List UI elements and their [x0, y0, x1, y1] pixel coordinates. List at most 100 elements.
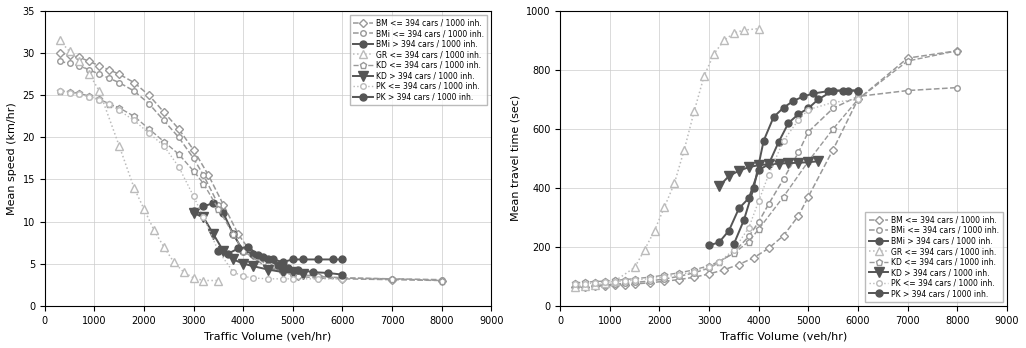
BMi > 394 cars / 1000 inh. — [197, 204, 209, 208]
GR <= 394 cars / 1000 inh. — [638, 248, 650, 252]
PK <= 394 cars / 1000 inh. — [337, 277, 349, 281]
PK <= 394 cars / 1000 inh. — [73, 92, 85, 96]
BMi <= 394 cars / 1000 inh. — [673, 274, 685, 278]
BMi <= 394 cars / 1000 inh. — [158, 118, 170, 122]
PK <= 394 cars / 1000 inh. — [827, 100, 839, 104]
GR <= 394 cars / 1000 inh. — [73, 60, 85, 64]
KD > 394 cars / 1000 inh. — [752, 163, 764, 167]
BM <= 394 cars / 1000 inh. — [202, 173, 214, 177]
X-axis label: Traffic Volume (veh/hr): Traffic Volume (veh/hr) — [204, 331, 331, 341]
BMi > 394 cars / 1000 inh. — [743, 196, 755, 200]
BM <= 394 cars / 1000 inh. — [435, 278, 447, 283]
KD <= 394 cars / 1000 inh. — [569, 281, 582, 285]
BMi <= 394 cars / 1000 inh. — [713, 260, 725, 264]
BM <= 394 cars / 1000 inh. — [579, 285, 591, 289]
KD <= 394 cars / 1000 inh. — [703, 263, 715, 268]
BM <= 394 cars / 1000 inh. — [93, 64, 106, 68]
PK <= 394 cars / 1000 inh. — [277, 277, 289, 281]
KD > 394 cars / 1000 inh. — [227, 258, 239, 262]
BM <= 394 cars / 1000 inh. — [802, 195, 815, 199]
KD <= 394 cars / 1000 inh. — [629, 277, 641, 281]
GR <= 394 cars / 1000 inh. — [668, 181, 680, 185]
KD <= 394 cars / 1000 inh. — [951, 49, 963, 53]
Legend: BM <= 394 cars / 1000 inh., BMi <= 394 cars / 1000 inh., BMi > 394 cars / 1000 i: BM <= 394 cars / 1000 inh., BMi <= 394 c… — [350, 15, 487, 105]
GR <= 394 cars / 1000 inh. — [727, 31, 740, 35]
GR <= 394 cars / 1000 inh. — [718, 38, 731, 42]
PK > 394 cars / 1000 inh. — [778, 105, 790, 110]
Line: PK > 394 cars / 1000 inh.: PK > 394 cars / 1000 inh. — [731, 87, 862, 247]
BMi <= 394 cars / 1000 inh. — [53, 60, 66, 64]
BM <= 394 cars / 1000 inh. — [188, 148, 200, 152]
PK <= 394 cars / 1000 inh. — [172, 165, 185, 169]
KD > 394 cars / 1000 inh. — [277, 270, 289, 274]
BMi > 394 cars / 1000 inh. — [752, 168, 764, 172]
BM <= 394 cars / 1000 inh. — [703, 272, 715, 276]
GR <= 394 cars / 1000 inh. — [589, 283, 601, 287]
PK <= 394 cars / 1000 inh. — [713, 260, 725, 264]
PK > 394 cars / 1000 inh. — [852, 88, 864, 93]
BMi <= 394 cars / 1000 inh. — [128, 89, 141, 93]
BMi > 394 cars / 1000 inh. — [827, 88, 839, 93]
KD > 394 cars / 1000 inh. — [743, 165, 755, 169]
PK <= 394 cars / 1000 inh. — [792, 118, 804, 122]
GR <= 394 cars / 1000 inh. — [197, 278, 209, 283]
BMi <= 394 cars / 1000 inh. — [688, 271, 701, 275]
BMi <= 394 cars / 1000 inh. — [792, 150, 804, 155]
BMi <= 394 cars / 1000 inh. — [752, 220, 764, 224]
PK > 394 cars / 1000 inh. — [837, 88, 850, 93]
BM <= 394 cars / 1000 inh. — [218, 203, 230, 207]
PK <= 394 cars / 1000 inh. — [188, 194, 200, 198]
KD <= 394 cars / 1000 inh. — [752, 227, 764, 231]
BMi > 394 cars / 1000 inh. — [207, 201, 220, 205]
KD <= 394 cars / 1000 inh. — [589, 279, 601, 284]
PK > 394 cars / 1000 inh. — [767, 115, 780, 119]
KD > 394 cars / 1000 inh. — [762, 162, 775, 166]
BMi <= 394 cars / 1000 inh. — [143, 102, 155, 106]
BMi > 394 cars / 1000 inh. — [713, 240, 725, 245]
Line: BMi > 394 cars / 1000 inh.: BMi > 394 cars / 1000 inh. — [706, 87, 862, 249]
BMi > 394 cars / 1000 inh. — [237, 249, 249, 253]
BM <= 394 cars / 1000 inh. — [158, 110, 170, 114]
GR <= 394 cars / 1000 inh. — [738, 28, 750, 32]
BMi <= 394 cars / 1000 inh. — [93, 72, 106, 76]
GR <= 394 cars / 1000 inh. — [93, 89, 106, 93]
BMi > 394 cars / 1000 inh. — [188, 209, 200, 214]
X-axis label: Traffic Volume (veh/hr): Traffic Volume (veh/hr) — [720, 331, 847, 341]
BMi <= 394 cars / 1000 inh. — [579, 284, 591, 288]
PK <= 394 cars / 1000 inh. — [197, 215, 209, 220]
BMi <= 394 cars / 1000 inh. — [237, 249, 249, 253]
BMi <= 394 cars / 1000 inh. — [827, 106, 839, 110]
KD <= 394 cars / 1000 inh. — [688, 268, 701, 272]
KD <= 394 cars / 1000 inh. — [128, 114, 141, 118]
KD <= 394 cars / 1000 inh. — [727, 251, 740, 255]
Line: BM <= 394 cars / 1000 inh.: BM <= 394 cars / 1000 inh. — [56, 50, 444, 283]
PK > 394 cars / 1000 inh. — [748, 186, 760, 190]
BMi <= 394 cars / 1000 inh. — [172, 135, 185, 140]
BMi <= 394 cars / 1000 inh. — [569, 285, 582, 289]
BM <= 394 cars / 1000 inh. — [589, 284, 601, 288]
KD <= 394 cars / 1000 inh. — [53, 89, 66, 93]
KD > 394 cars / 1000 inh. — [262, 268, 274, 272]
BM <= 394 cars / 1000 inh. — [73, 55, 85, 60]
BMi > 394 cars / 1000 inh. — [286, 258, 299, 262]
Line: KD > 394 cars / 1000 inh.: KD > 394 cars / 1000 inh. — [189, 208, 308, 279]
KD <= 394 cars / 1000 inh. — [827, 127, 839, 131]
BM <= 394 cars / 1000 inh. — [762, 246, 775, 250]
GR <= 394 cars / 1000 inh. — [678, 148, 690, 152]
KD > 394 cars / 1000 inh. — [218, 249, 230, 253]
GR <= 394 cars / 1000 inh. — [64, 49, 76, 54]
PK > 394 cars / 1000 inh. — [738, 218, 750, 222]
Line: PK <= 394 cars / 1000 inh.: PK <= 394 cars / 1000 inh. — [56, 88, 345, 282]
PK <= 394 cars / 1000 inh. — [599, 280, 611, 285]
KD > 394 cars / 1000 inh. — [286, 270, 299, 274]
BMi <= 394 cars / 1000 inh. — [727, 250, 740, 254]
PK > 394 cars / 1000 inh. — [787, 99, 799, 103]
PK <= 394 cars / 1000 inh. — [128, 118, 141, 122]
BMi <= 394 cars / 1000 inh. — [951, 86, 963, 90]
KD <= 394 cars / 1000 inh. — [172, 152, 185, 156]
BMi <= 394 cars / 1000 inh. — [337, 276, 349, 280]
KD <= 394 cars / 1000 inh. — [93, 97, 106, 102]
PK <= 394 cars / 1000 inh. — [53, 89, 66, 93]
KD <= 394 cars / 1000 inh. — [619, 277, 631, 282]
PK > 394 cars / 1000 inh. — [252, 253, 265, 257]
